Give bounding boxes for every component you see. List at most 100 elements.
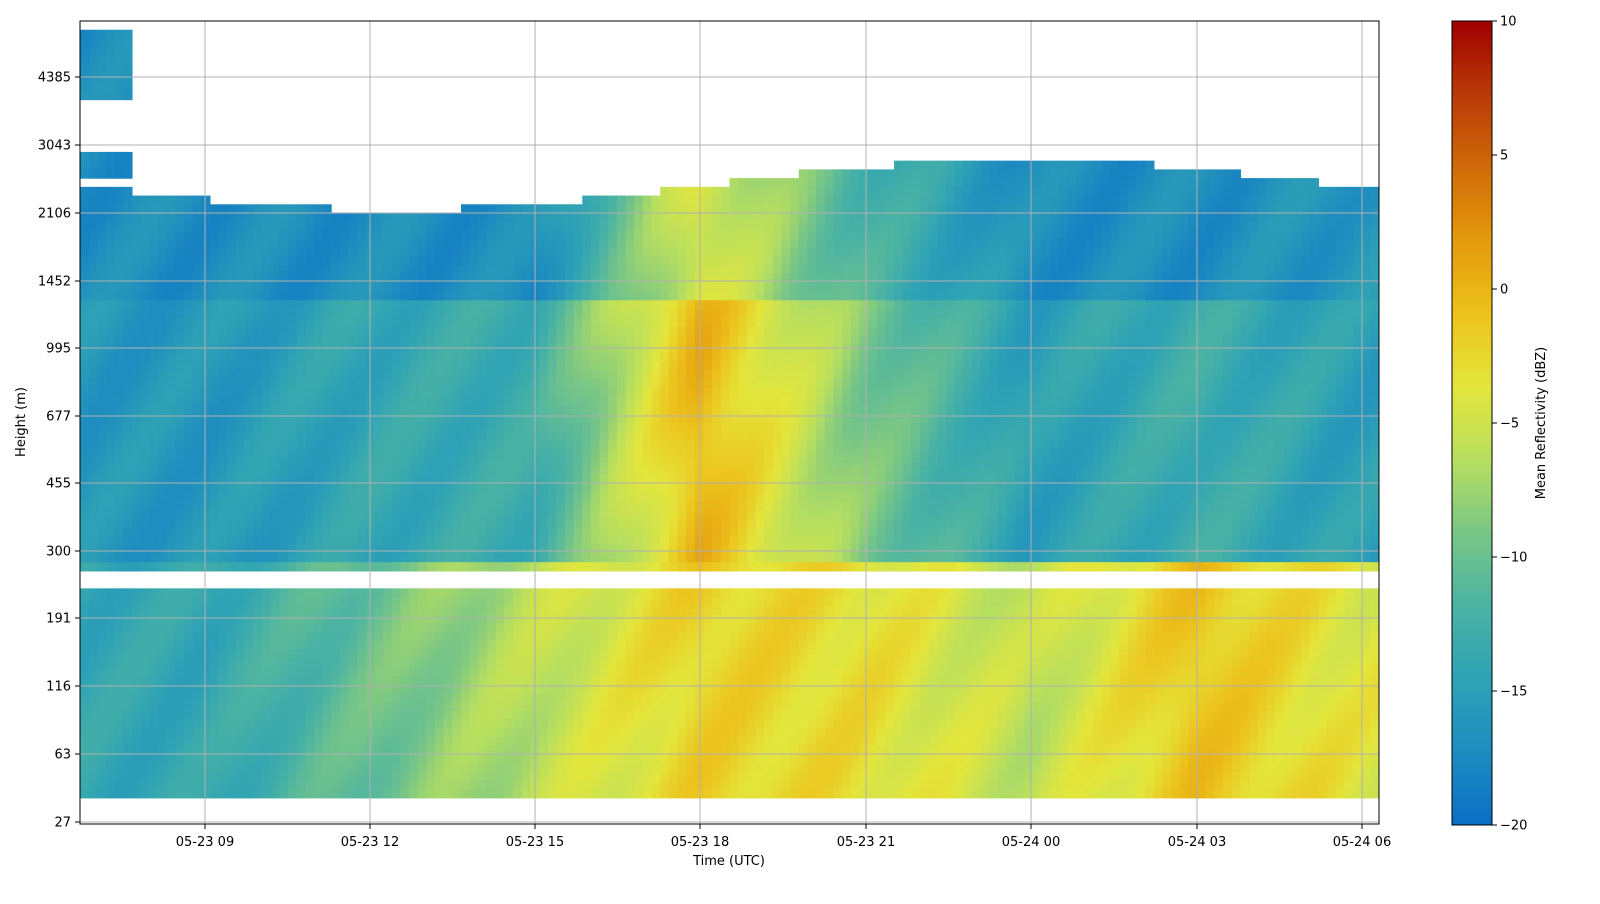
heatmap-cell — [599, 597, 609, 607]
heatmap-cell — [426, 631, 436, 642]
heatmap-cell — [599, 352, 609, 362]
heatmap-cell — [443, 605, 453, 616]
heatmap-cell — [279, 274, 289, 284]
heatmap-cell — [357, 256, 367, 266]
heatmap-cell — [677, 789, 687, 799]
heatmap-cell — [175, 422, 185, 432]
heatmap-cell — [253, 343, 263, 354]
heatmap-cell — [348, 492, 358, 502]
heatmap-cell — [348, 675, 358, 685]
heatmap-cell — [720, 274, 731, 284]
heatmap-cell — [114, 361, 124, 371]
heatmap-cell — [235, 466, 246, 476]
heatmap-cell — [616, 492, 627, 502]
heatmap-cell — [357, 413, 367, 424]
heatmap-cell — [443, 684, 453, 694]
heatmap-cell — [201, 649, 211, 659]
heatmap-cell — [547, 413, 557, 424]
heatmap-cell — [582, 631, 592, 642]
heatmap-cell — [149, 649, 159, 659]
heatmap-cell — [599, 509, 609, 520]
heatmap-cell — [660, 736, 670, 747]
heatmap-cell — [97, 710, 107, 720]
heatmap-cell — [443, 754, 453, 764]
heatmap-cell — [357, 326, 367, 336]
heatmap-cell — [192, 727, 202, 738]
heatmap-cell — [218, 204, 228, 214]
heatmap-cell — [140, 247, 150, 258]
heatmap-cell — [461, 343, 471, 354]
heatmap-cell — [209, 597, 220, 607]
heatmap-cell — [253, 204, 263, 214]
heatmap-cell — [244, 666, 254, 677]
heatmap-cell — [634, 352, 644, 362]
heatmap-cell — [651, 666, 661, 677]
heatmap-cell — [400, 631, 410, 642]
heatmap-cell — [331, 335, 341, 345]
heatmap-cell — [564, 422, 575, 432]
heatmap-cell — [538, 396, 549, 406]
heatmap-cell — [253, 649, 263, 659]
heatmap-cell — [478, 640, 488, 651]
heatmap-cell — [469, 553, 479, 563]
heatmap-cell — [469, 693, 479, 703]
heatmap-cell — [357, 771, 367, 781]
heatmap-cell — [495, 719, 505, 729]
heatmap-cell — [235, 509, 246, 520]
heatmap-cell — [192, 448, 202, 459]
heatmap-cell — [478, 588, 488, 598]
heatmap-cell — [686, 186, 696, 197]
heatmap-cell — [478, 274, 488, 284]
heatmap-cell — [313, 693, 324, 703]
heatmap-cell — [556, 457, 566, 467]
heatmap-cell — [157, 745, 168, 755]
heatmap-cell — [391, 422, 402, 432]
heatmap-cell — [513, 309, 523, 319]
heatmap-cell — [218, 492, 228, 502]
heatmap-cell — [183, 457, 194, 467]
heatmap-cell — [651, 309, 661, 319]
heatmap-cell — [339, 457, 350, 467]
heatmap-cell — [201, 309, 211, 319]
heatmap-cell — [253, 309, 263, 319]
heatmap-cell — [703, 186, 713, 197]
heatmap-cell — [88, 509, 98, 520]
heatmap-cell — [712, 457, 722, 467]
heatmap-cell — [400, 474, 410, 485]
heatmap-cell — [495, 736, 505, 747]
heatmap-cell — [322, 631, 332, 642]
heatmap-cell — [331, 213, 341, 223]
heatmap-cell — [166, 370, 176, 380]
heatmap-cell — [105, 335, 116, 345]
heatmap-cell — [357, 352, 367, 362]
heatmap-cell — [166, 282, 176, 293]
heatmap-cell — [677, 745, 687, 755]
heatmap-cell — [564, 221, 575, 232]
heatmap-cell — [703, 291, 713, 301]
heatmap-cell — [296, 789, 306, 799]
heatmap-cell — [703, 710, 713, 720]
heatmap-cell — [677, 352, 687, 362]
heatmap-cell — [322, 247, 332, 258]
heatmap-cell — [469, 771, 479, 781]
heatmap-cell — [513, 474, 523, 485]
heatmap-cell — [391, 326, 402, 336]
heatmap-cell — [175, 527, 185, 537]
heatmap-cell — [504, 309, 514, 319]
heatmap-cell — [634, 213, 644, 223]
heatmap-cell — [521, 448, 531, 459]
heatmap-cell — [443, 745, 453, 755]
heatmap-cell — [582, 256, 592, 266]
heatmap-cell — [409, 623, 419, 633]
heatmap-cell — [331, 597, 341, 607]
heatmap-cell — [409, 466, 419, 476]
heatmap-cell — [157, 780, 168, 790]
heatmap-cell — [166, 736, 176, 747]
heatmap-cell — [157, 413, 168, 424]
heatmap-cell — [435, 405, 445, 415]
heatmap-cell — [305, 230, 315, 240]
heatmap-cell — [660, 431, 670, 441]
heatmap-cell — [703, 396, 713, 406]
heatmap-cell — [140, 588, 150, 598]
heatmap-cell — [642, 501, 653, 511]
